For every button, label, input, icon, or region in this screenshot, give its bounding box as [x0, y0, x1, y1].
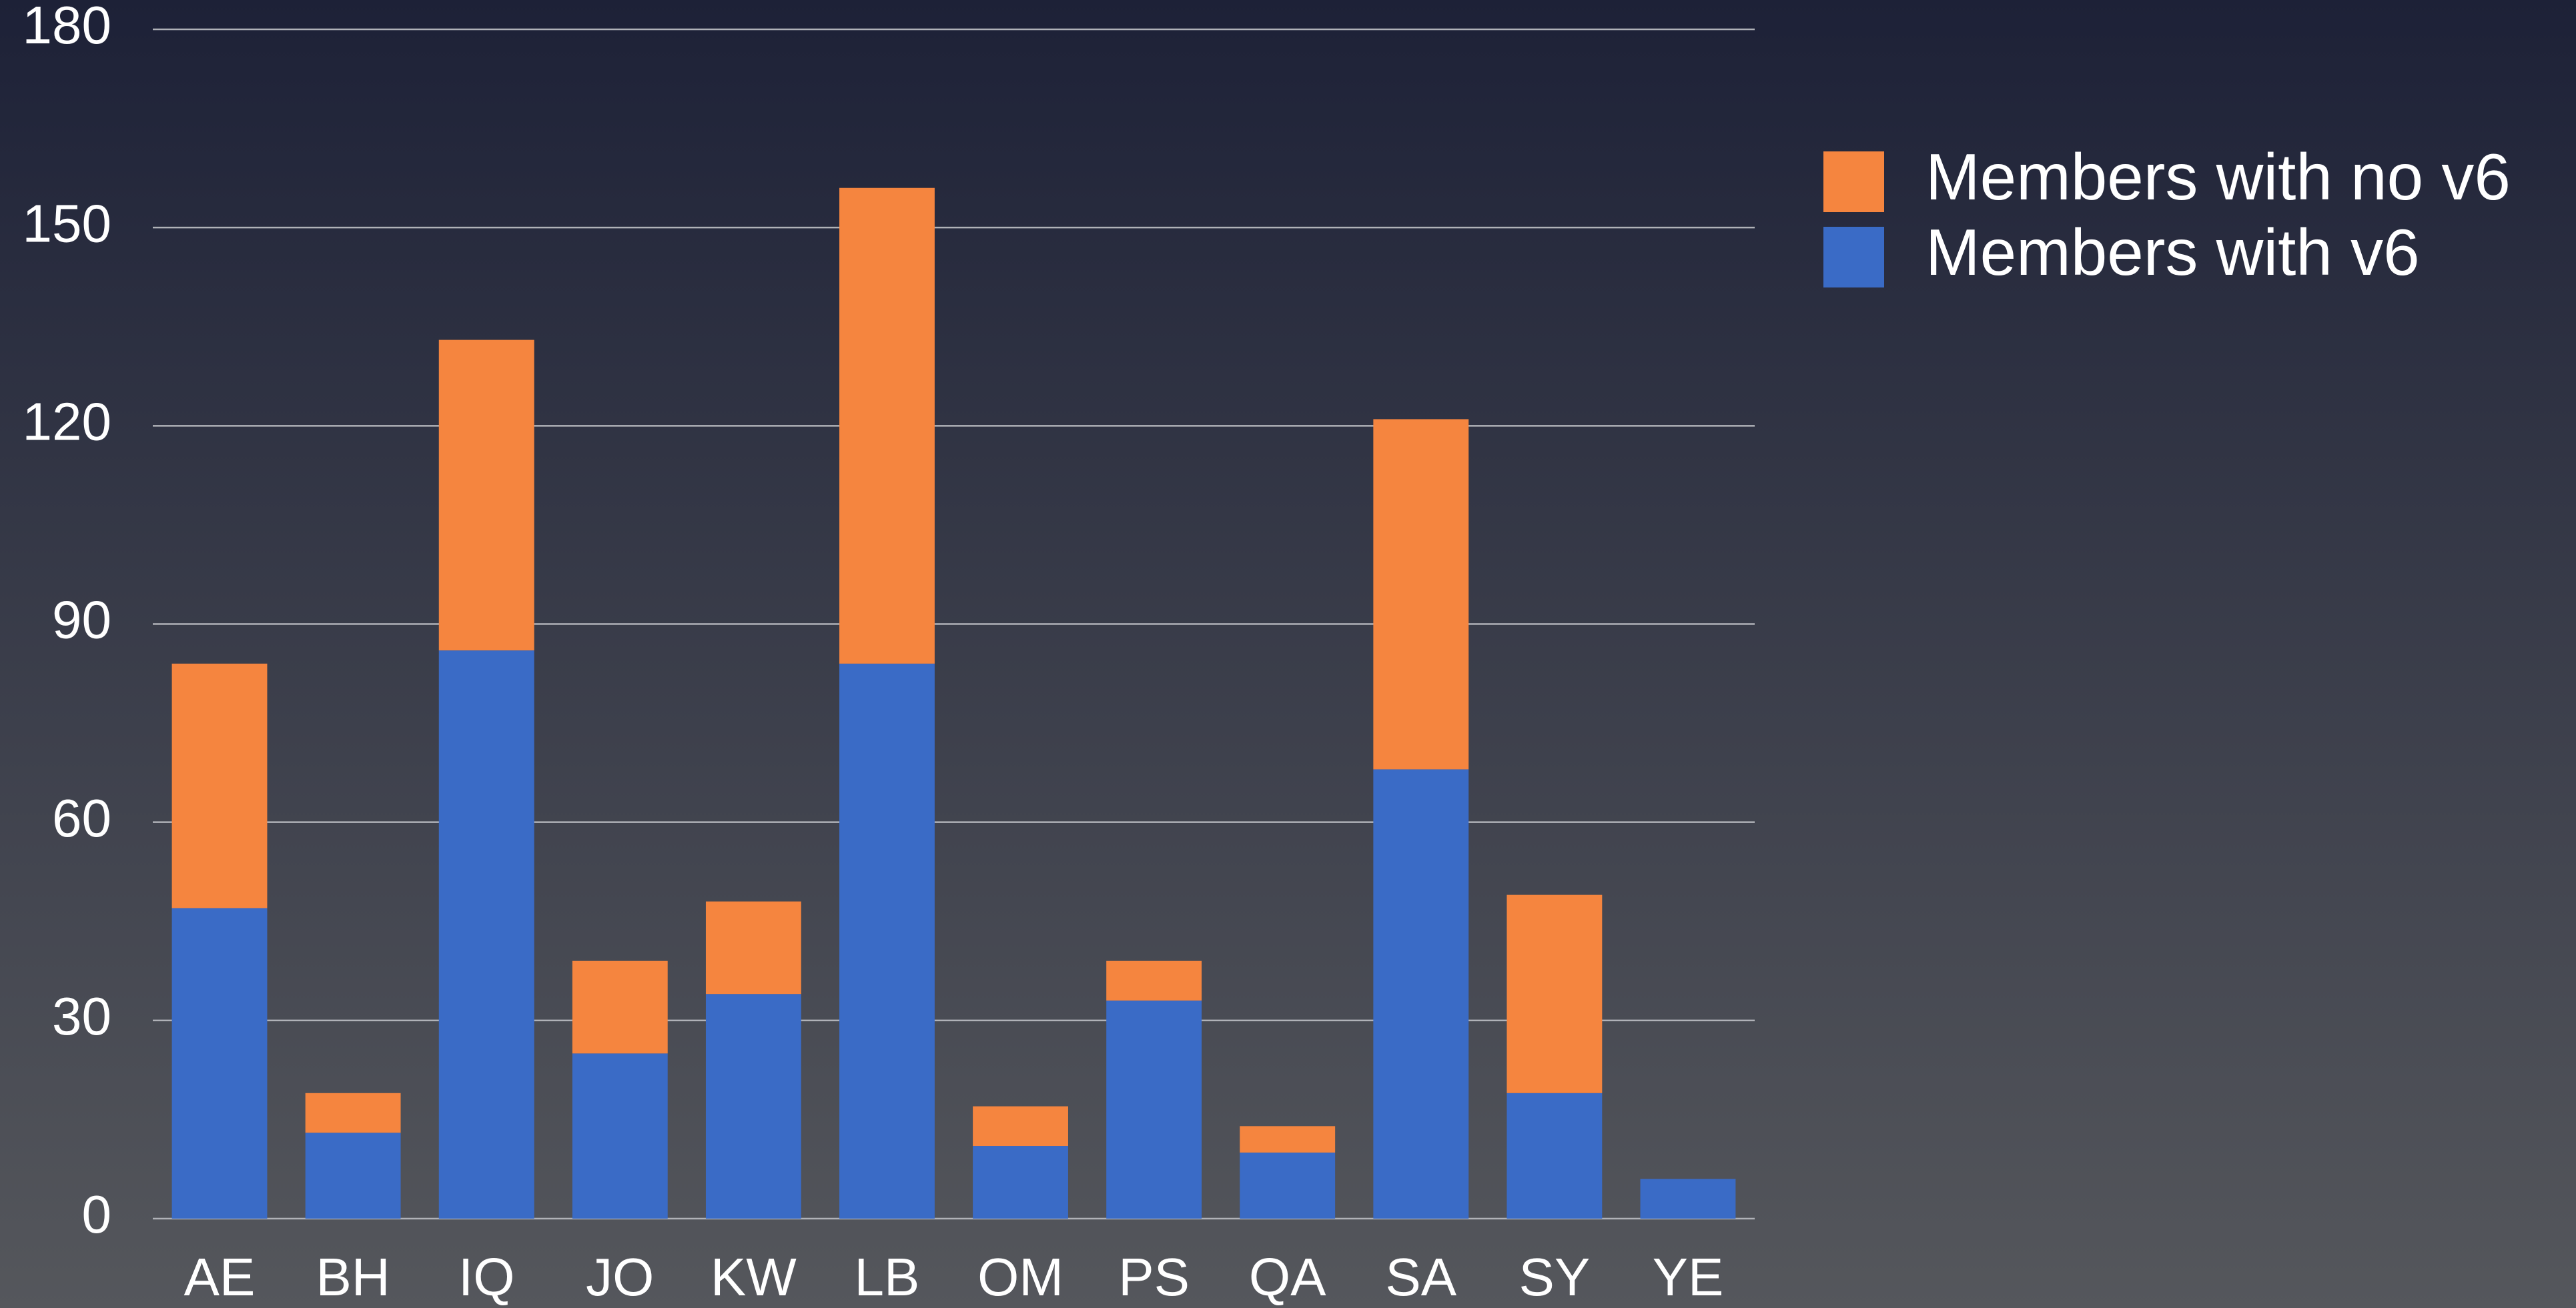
y-tick-label: 150	[23, 193, 111, 253]
bar-segment	[839, 663, 935, 1219]
x-tick-label: IQ	[458, 1247, 514, 1307]
bar-segment	[1507, 894, 1603, 1093]
bar-segment	[305, 1093, 401, 1133]
bar-segment	[705, 901, 801, 995]
legend-swatch	[1823, 227, 1884, 287]
x-tick-label: PS	[1118, 1247, 1190, 1307]
x-tick-label: BH	[316, 1247, 390, 1307]
x-tick-label: QA	[1249, 1247, 1326, 1307]
x-tick-label: YE	[1653, 1247, 1724, 1307]
bar-segment	[1240, 1152, 1336, 1219]
x-tick-label: JO	[586, 1247, 654, 1307]
legend-label: Members with v6	[1925, 215, 2420, 289]
bar-segment	[1106, 960, 1202, 1001]
x-tick-label: KW	[711, 1247, 797, 1307]
y-tick-label: 90	[52, 590, 111, 650]
bar-segment	[572, 1053, 668, 1219]
y-tick-label: 60	[52, 788, 111, 848]
x-tick-label: SA	[1385, 1247, 1456, 1307]
bar-segment	[572, 960, 668, 1054]
bar-segment	[839, 187, 935, 664]
y-tick-label: 180	[23, 0, 111, 55]
legend-swatch	[1823, 151, 1884, 212]
legend-label: Members with no v6	[1925, 140, 2511, 213]
bar-segment	[1373, 419, 1469, 770]
y-tick-label: 0	[82, 1185, 112, 1244]
bar-segment	[973, 1146, 1068, 1219]
x-tick-label: OM	[977, 1247, 1063, 1307]
bar-segment	[1373, 769, 1469, 1219]
bar-segment	[438, 340, 534, 651]
bar-segment	[305, 1133, 401, 1219]
y-tick-label: 30	[52, 987, 111, 1046]
bar-segment	[973, 1106, 1068, 1147]
x-tick-label: LB	[855, 1247, 920, 1307]
x-tick-label: AE	[184, 1247, 256, 1307]
bar-segment	[705, 994, 801, 1219]
bar-segment	[1640, 1179, 1736, 1219]
bar-segment	[438, 650, 534, 1219]
x-tick-label: SY	[1519, 1247, 1591, 1307]
bar-segment	[171, 663, 268, 908]
y-tick-label: 120	[23, 392, 111, 451]
bar-segment	[1240, 1126, 1336, 1153]
bar-segment	[171, 908, 268, 1219]
bar-segment	[1106, 1001, 1202, 1219]
bar-segment	[1507, 1093, 1603, 1219]
